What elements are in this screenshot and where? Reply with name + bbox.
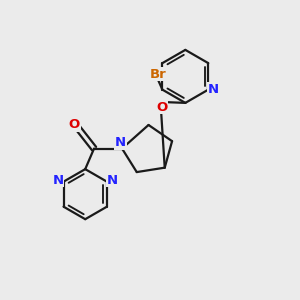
Text: O: O (156, 101, 167, 114)
Text: Br: Br (150, 68, 166, 81)
Text: N: N (53, 174, 64, 187)
Text: O: O (69, 118, 80, 131)
Text: N: N (208, 83, 219, 96)
Text: N: N (106, 174, 118, 187)
Text: N: N (115, 136, 126, 149)
